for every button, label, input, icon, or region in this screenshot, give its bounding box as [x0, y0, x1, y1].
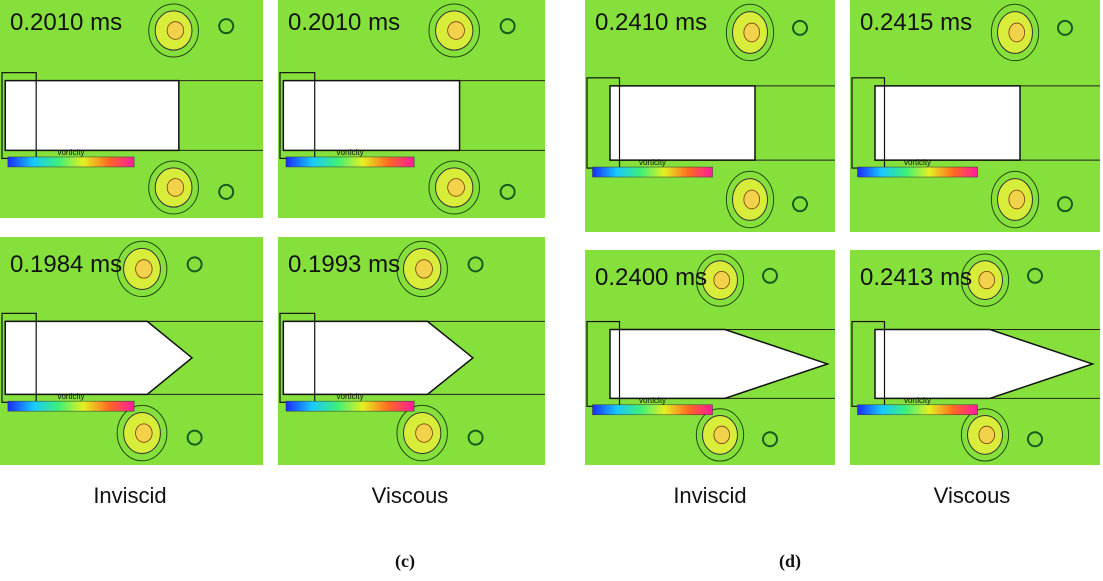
vortex-core: [416, 424, 433, 442]
column-label: Inviscid: [93, 483, 166, 508]
panel: vorticity 0.2410 ms: [585, 0, 835, 232]
subfigure-label: (d): [779, 551, 801, 572]
projectile-body: [875, 86, 1020, 160]
projectile-body: [5, 81, 179, 151]
colorbar: [286, 401, 414, 411]
projectile-body: [610, 86, 755, 160]
time-label: 0.2010 ms: [288, 9, 400, 36]
column-label: Viscous: [372, 483, 449, 508]
panel: vorticity 0.2010 ms: [278, 0, 545, 218]
time-label: 0.2400 ms: [595, 264, 707, 291]
colorbar-label: vorticity: [337, 392, 364, 401]
column-label: Viscous: [934, 483, 1011, 508]
vortex-core: [136, 260, 153, 278]
colorbar: [593, 405, 713, 415]
colorbar: [858, 167, 978, 177]
vortex-core: [714, 426, 730, 443]
colorbar-label: vorticity: [57, 148, 84, 157]
panel: vorticity 0.1984 ms: [0, 237, 263, 465]
time-label: 0.1993 ms: [288, 251, 400, 278]
colorbar-label: vorticity: [904, 396, 931, 405]
colorbar-label: vorticity: [639, 158, 666, 167]
vortex-core: [979, 426, 995, 443]
vortex-core: [1009, 23, 1025, 42]
panel: vorticity 0.2413 ms: [850, 250, 1100, 465]
projectile-body: [283, 81, 459, 151]
vortex-core: [136, 424, 153, 442]
vortex-core: [448, 22, 465, 40]
colorbar: [8, 401, 134, 411]
vortex-core: [744, 190, 760, 209]
colorbar-label: vorticity: [639, 396, 666, 405]
subfigure-label: (c): [395, 551, 415, 572]
vortex-core: [1009, 190, 1025, 209]
colorbar: [286, 157, 414, 167]
column-label: Inviscid: [673, 483, 746, 508]
vortex-core: [744, 23, 760, 42]
colorbar-label: vorticity: [337, 148, 364, 157]
panel: vorticity 0.2010 ms: [0, 0, 263, 218]
vortex-core: [416, 260, 433, 278]
vortex-core: [448, 179, 465, 197]
panel: vorticity 0.2415 ms: [850, 0, 1100, 232]
vortex-core: [714, 271, 730, 288]
time-label: 0.2010 ms: [10, 9, 122, 36]
vortex-core: [167, 179, 184, 197]
colorbar: [858, 405, 978, 415]
colorbar: [8, 157, 134, 167]
vortex-core: [979, 271, 995, 288]
colorbar-label: vorticity: [904, 158, 931, 167]
time-label: 0.2410 ms: [595, 9, 707, 36]
colorbar: [593, 167, 713, 177]
vortex-core: [167, 22, 184, 40]
panel: vorticity 0.2400 ms: [585, 250, 835, 465]
time-label: 0.1984 ms: [10, 251, 122, 278]
figure: vorticity0.2010 msvorticity0.2010 msvort…: [0, 0, 1103, 581]
panel: vorticity 0.1993 ms: [278, 237, 545, 465]
time-label: 0.2415 ms: [860, 9, 972, 36]
colorbar-label: vorticity: [57, 392, 84, 401]
time-label: 0.2413 ms: [860, 264, 972, 291]
